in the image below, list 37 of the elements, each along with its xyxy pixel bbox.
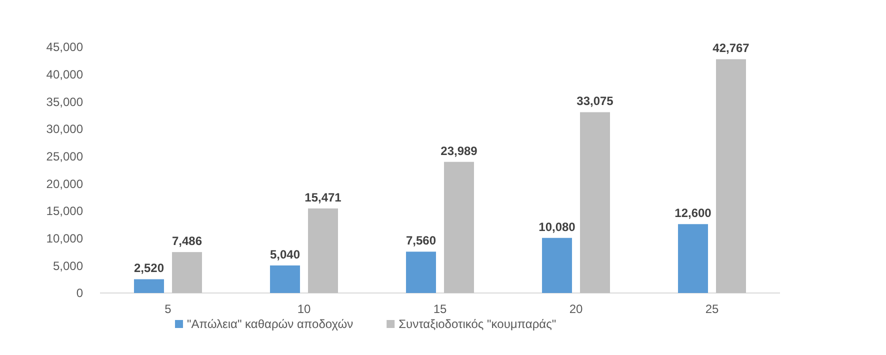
y-tick-label: 30,000 xyxy=(46,122,84,136)
y-tick-label: 20,000 xyxy=(46,176,84,191)
y-tick-label: 25,000 xyxy=(46,150,84,164)
x-tick-label: 15 xyxy=(433,302,447,316)
y-tick-label: 45,000 xyxy=(46,40,84,54)
x-tick-label: 10 xyxy=(297,302,311,316)
x-tick-label: 20 xyxy=(569,302,583,316)
y-tick-label: 0 xyxy=(76,286,84,300)
y-tick-label: 15,000 xyxy=(46,204,84,218)
data-label: 42,767 xyxy=(712,41,750,56)
data-label: 7,560 xyxy=(406,234,436,248)
data-label: 2,520 xyxy=(134,261,164,276)
y-tick-label: 40,000 xyxy=(46,68,84,82)
bar xyxy=(134,279,164,293)
y-tick-label: 35,000 xyxy=(46,94,84,109)
bar xyxy=(542,238,572,293)
data-label: 33,075 xyxy=(576,94,614,108)
data-label: 23,989 xyxy=(440,144,478,158)
bar xyxy=(270,265,300,293)
legend-label: "Απώλεια" καθαρών αποδοχών xyxy=(187,317,354,331)
bar xyxy=(444,162,474,293)
data-label: 12,600 xyxy=(674,206,712,220)
x-tick-label: 25 xyxy=(705,302,719,316)
x-tick-label: 5 xyxy=(164,302,172,316)
bar xyxy=(172,252,202,293)
data-label: 5,040 xyxy=(270,247,300,262)
legend-label: Συνταξιοδοτικός "κουμπαράς" xyxy=(398,317,556,331)
bar xyxy=(678,224,708,293)
y-tick-label: 5,000 xyxy=(52,258,84,273)
bar xyxy=(308,208,338,293)
bar xyxy=(716,59,746,293)
bar xyxy=(406,252,436,293)
bar xyxy=(580,112,610,293)
data-label: 7,486 xyxy=(172,234,202,248)
data-label: 15,471 xyxy=(304,190,342,204)
data-label: 10,080 xyxy=(538,220,576,234)
y-tick-label: 10,000 xyxy=(46,232,84,246)
